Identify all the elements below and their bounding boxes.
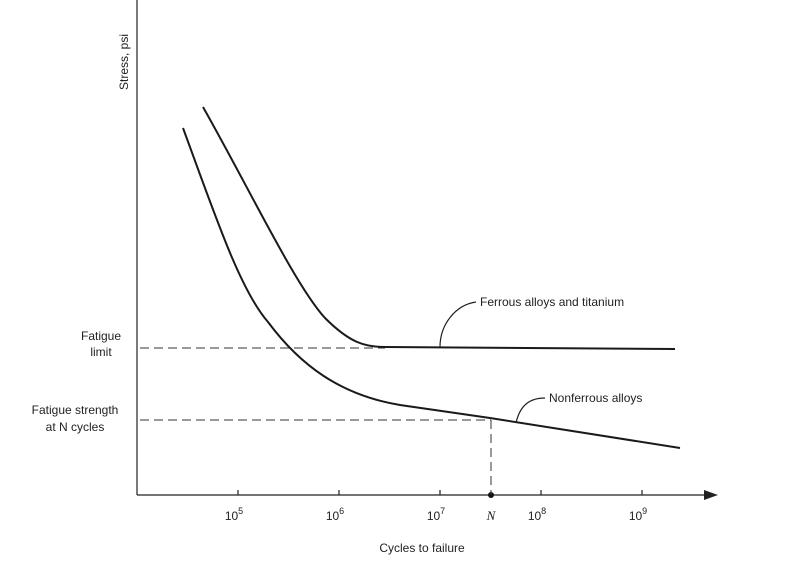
fatigue-strength-line [140, 419, 492, 495]
nonferrous-leader [515, 397, 546, 424]
ferrous-leader [439, 301, 477, 348]
n-label: N [486, 508, 497, 523]
x-tick-label: 106 [326, 506, 344, 523]
nonferrous-label: Nonferrous alloys [549, 391, 642, 405]
ferrous-curve [202, 106, 676, 350]
fatigue-strength-label: at N cycles [46, 420, 105, 434]
fatigue-limit-label: Fatigue [81, 329, 121, 343]
x-axis-label: Cycles to failure [379, 541, 465, 555]
x-tick-label: 107 [427, 506, 445, 523]
fatigue-strength-label: Fatigue strength [32, 403, 119, 417]
x-tick-label: 105 [225, 506, 243, 523]
y-axis-label: Stress, psi [117, 34, 131, 90]
x-axis-arrow [704, 490, 718, 500]
ferrous-label: Ferrous alloys and titanium [480, 295, 624, 309]
x-ticks [237, 490, 643, 495]
x-tick-label: 109 [629, 506, 647, 523]
nonferrous-curve [182, 127, 681, 449]
fatigue-limit-label: limit [90, 345, 112, 359]
x-tick-label: 108 [528, 506, 546, 523]
